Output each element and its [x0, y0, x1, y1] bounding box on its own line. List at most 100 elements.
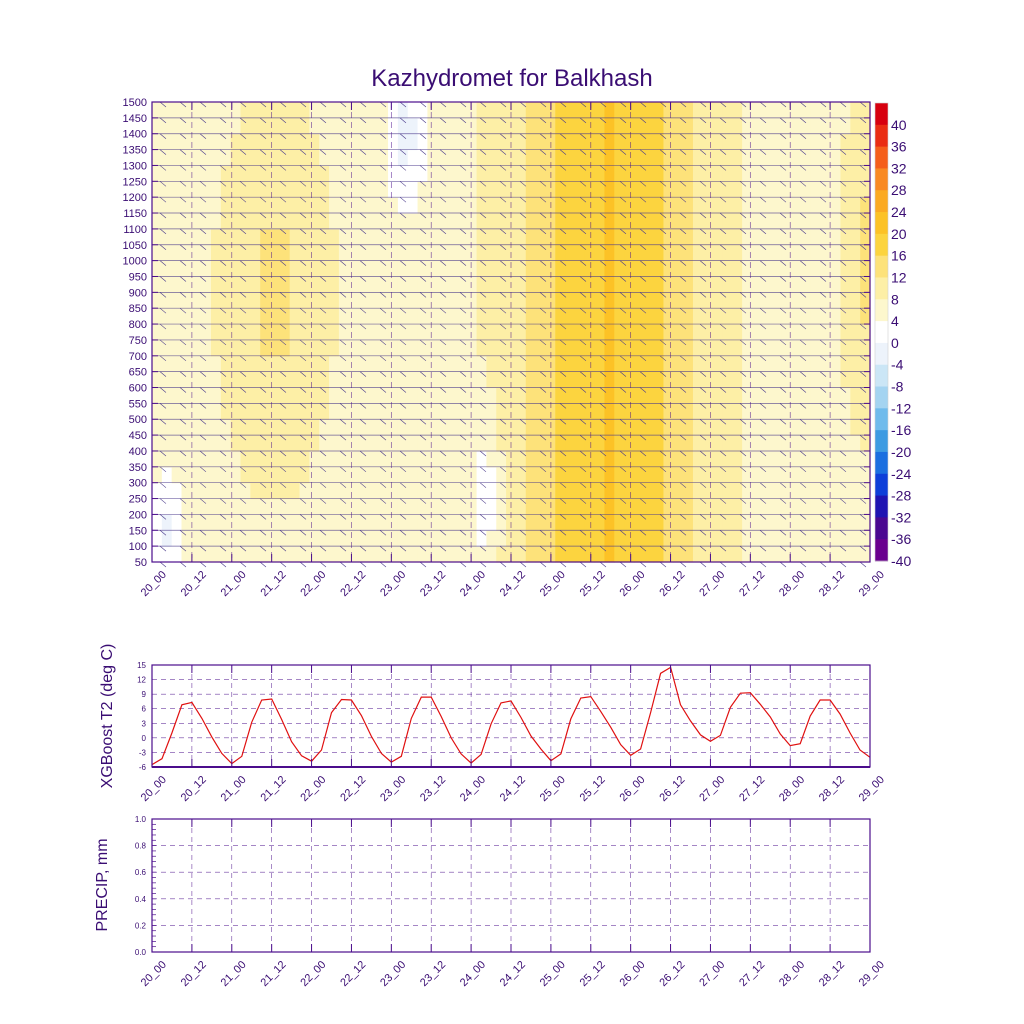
- wind-barb: [659, 387, 667, 393]
- wind-barb: [579, 133, 587, 139]
- heatmap-cell: [545, 482, 556, 500]
- wind-barb: [339, 292, 347, 298]
- heatmap-cell: [673, 419, 684, 436]
- heatmap-cell: [388, 133, 399, 151]
- wind-barb: [839, 450, 847, 457]
- heatmap-cell: [230, 403, 242, 420]
- heatmap-cell: [732, 355, 743, 373]
- heatmap-cell: [368, 546, 379, 563]
- wind-barb: [779, 371, 787, 377]
- wind-barb: [799, 434, 807, 441]
- wind-barb: [519, 450, 527, 457]
- wind-barb: [739, 403, 747, 409]
- heatmap-cell: [535, 466, 547, 484]
- wind-barb: [599, 165, 607, 171]
- heatmap-cell: [565, 133, 576, 151]
- wind-barb: [759, 355, 767, 362]
- wind-barb: [379, 101, 387, 108]
- heatmap-cell: [515, 482, 527, 500]
- heatmap-cell: [309, 260, 320, 278]
- wind-barb: [279, 133, 287, 139]
- wind-barb: [779, 434, 787, 441]
- heatmap-cell: [407, 355, 419, 373]
- heatmap-cell: [270, 244, 281, 262]
- heatmap-cell: [643, 482, 655, 500]
- heatmap-cell: [653, 197, 665, 214]
- height-y-tick-label: 450: [129, 430, 147, 442]
- heatmap-cell: [250, 419, 261, 436]
- heatmap-cell: [338, 339, 350, 357]
- heatmap-cell: [860, 181, 871, 198]
- wind-barb: [619, 101, 627, 108]
- heatmap-cell: [260, 292, 271, 309]
- wind-barb: [539, 450, 547, 457]
- heatmap-cell: [201, 260, 212, 278]
- heatmap-cell: [447, 165, 458, 182]
- wind-barb: [219, 196, 227, 203]
- wind-barb: [359, 276, 367, 282]
- wind-barb: [279, 450, 287, 457]
- heatmap-cell: [663, 371, 674, 389]
- wind-barb: [459, 117, 467, 124]
- heatmap-cell: [348, 149, 360, 167]
- heatmap-cell: [250, 371, 261, 389]
- heatmap-cell: [624, 530, 635, 547]
- wind-barb: [599, 276, 607, 282]
- heatmap-cell: [270, 355, 281, 373]
- heatmap-cell: [712, 324, 724, 341]
- wind-barb: [339, 244, 347, 250]
- heatmap-cell: [584, 292, 596, 309]
- heatmap-cell: [663, 546, 674, 563]
- wind-barb: [179, 292, 187, 298]
- heatmap-cell: [820, 466, 832, 484]
- colorbar-label: -16: [891, 422, 911, 438]
- heatmap-cell: [230, 435, 242, 452]
- heatmap-cell: [820, 514, 832, 531]
- heatmap-cell: [466, 355, 478, 373]
- heatmap-cell: [535, 324, 547, 341]
- wind-barb: [659, 450, 667, 457]
- heatmap-cell: [860, 213, 871, 230]
- heatmap-cell: [250, 403, 261, 420]
- heatmap-cell: [624, 213, 635, 230]
- heatmap-cell: [653, 450, 665, 468]
- heatmap-cell: [437, 371, 448, 389]
- wind-barb: [859, 339, 867, 346]
- wind-barb: [339, 276, 347, 282]
- wind-barb: [239, 403, 247, 409]
- heatmap-cell: [771, 308, 783, 325]
- heatmap-cell: [181, 419, 192, 436]
- height-y-tick-label: 800: [129, 319, 147, 331]
- heatmap-cell: [633, 466, 645, 484]
- heatmap-cell: [378, 419, 389, 436]
- precip-x-tick-label: 29_00: [857, 959, 887, 989]
- heatmap-cell: [594, 228, 606, 246]
- heatmap-cell: [751, 102, 763, 119]
- height-y-tick-label: 500: [129, 414, 147, 426]
- colorbar-swatch: [875, 539, 888, 562]
- wind-barb: [719, 498, 727, 504]
- heatmap-cell: [220, 133, 232, 151]
- heatmap-cell: [260, 355, 271, 373]
- wind-barb: [579, 244, 587, 250]
- heatmap-cell: [299, 260, 310, 278]
- heatmap-cell: [584, 117, 596, 135]
- heatmap-cell: [388, 308, 399, 325]
- wind-barb: [599, 244, 607, 250]
- heatmap-cell: [771, 498, 783, 516]
- wind-barb: [679, 244, 687, 250]
- heatmap-cell: [663, 102, 674, 119]
- wind-barb: [539, 371, 547, 377]
- height-y-tick-label: 600: [129, 383, 147, 395]
- heatmap-cell: [830, 498, 842, 516]
- heatmap-cell: [604, 419, 615, 436]
- heatmap-cell: [515, 466, 527, 484]
- heatmap-cell: [820, 276, 832, 293]
- heatmap-cell: [604, 324, 615, 341]
- wind-barb: [419, 307, 427, 314]
- wind-barb: [239, 419, 247, 425]
- heatmap-cell: [515, 260, 527, 278]
- heatmap-cell: [565, 387, 576, 404]
- wind-barb: [839, 323, 847, 330]
- precip-x-tick-label: 23_00: [378, 959, 408, 989]
